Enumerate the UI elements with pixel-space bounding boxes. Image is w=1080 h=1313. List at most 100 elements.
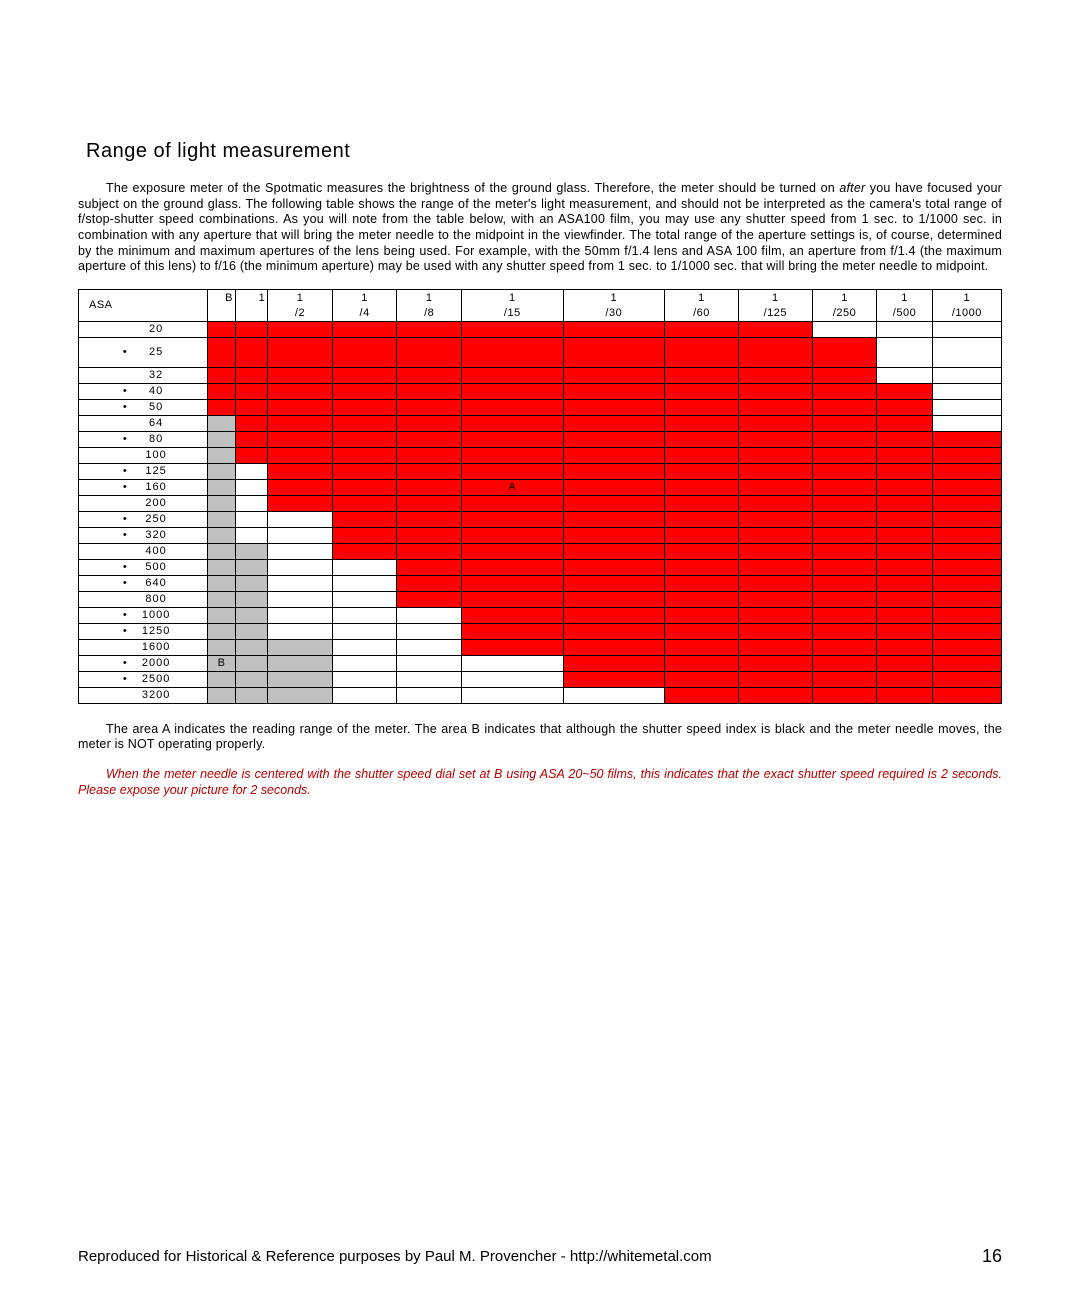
table-cell <box>563 511 665 527</box>
table-cell <box>563 575 665 591</box>
italic-note: When the meter needle is centered with t… <box>78 767 1002 798</box>
table-body: 20•2532•40•5064•80100•125•160A200•250•32… <box>79 321 1002 703</box>
table-row: 3200 <box>79 687 1002 703</box>
asa-value: 200 <box>136 497 176 509</box>
table-row: •50 <box>79 399 1002 415</box>
table-cell <box>268 447 333 463</box>
table-cell <box>563 447 665 463</box>
table-cell <box>563 431 665 447</box>
table-cell <box>268 367 333 383</box>
page-footer: Reproduced for Historical & Reference pu… <box>78 1246 1002 1267</box>
table-cell <box>738 527 812 543</box>
shutter-header-bottom: /30 <box>563 305 665 321</box>
shutter-header-top: B <box>208 289 236 305</box>
table-cell <box>208 463 236 479</box>
table-cell <box>208 415 236 431</box>
table-row: •40 <box>79 383 1002 399</box>
table-cell <box>208 479 236 495</box>
table-cell <box>208 639 236 655</box>
table-cell <box>932 687 1001 703</box>
table-cell <box>665 321 739 337</box>
table-cell <box>738 415 812 431</box>
table-row: 32 <box>79 367 1002 383</box>
table-cell <box>932 543 1001 559</box>
table-cell <box>738 367 812 383</box>
table-cell <box>235 447 267 463</box>
table-cell <box>812 495 877 511</box>
shutter-header-bottom: /250 <box>812 305 877 321</box>
table-cell <box>738 639 812 655</box>
table-cell <box>877 687 932 703</box>
table-cell <box>665 383 739 399</box>
bullet-icon: • <box>114 346 136 358</box>
shutter-header-bottom: /2 <box>268 305 333 321</box>
table-cell <box>665 447 739 463</box>
footer-credit: Reproduced for Historical & Reference pu… <box>78 1247 712 1267</box>
shutter-header-top: 1 <box>665 289 739 305</box>
table-cell <box>462 415 564 431</box>
table-cell <box>235 607 267 623</box>
table-cell <box>208 623 236 639</box>
table-cell <box>563 337 665 367</box>
table-cell <box>563 591 665 607</box>
table-cell <box>877 431 932 447</box>
table-cell <box>563 559 665 575</box>
bullet-icon: • <box>114 433 136 445</box>
section-heading: Range of light measurement <box>86 140 1002 163</box>
table-row: •160A <box>79 479 1002 495</box>
table-cell <box>462 527 564 543</box>
table-cell <box>665 671 739 687</box>
table-cell <box>462 321 564 337</box>
asa-value: 1250 <box>136 625 176 637</box>
bullet-icon: • <box>114 481 136 493</box>
table-cell <box>332 321 397 337</box>
table-cell <box>563 367 665 383</box>
table-cell <box>563 527 665 543</box>
table-cell <box>877 591 932 607</box>
table-cell <box>738 607 812 623</box>
asa-value: 2000 <box>136 657 176 669</box>
table-cell <box>563 479 665 495</box>
table-cell <box>268 575 333 591</box>
bullet-icon: • <box>114 577 136 589</box>
shutter-header-bottom: /8 <box>397 305 462 321</box>
table-cell <box>812 479 877 495</box>
table-row: •125 <box>79 463 1002 479</box>
table-cell <box>877 367 932 383</box>
table-cell <box>235 575 267 591</box>
table-cell <box>462 575 564 591</box>
table-cell <box>332 511 397 527</box>
asa-label-cell: •1000 <box>79 607 208 623</box>
asa-label-cell: •2000 <box>79 655 208 671</box>
table-cell <box>208 607 236 623</box>
table-cell <box>932 623 1001 639</box>
table-cell <box>812 399 877 415</box>
table-cell <box>462 463 564 479</box>
table-row: 200 <box>79 495 1002 511</box>
table-cell <box>235 399 267 415</box>
table-cell <box>738 575 812 591</box>
table-cell <box>563 671 665 687</box>
table-row: •1250 <box>79 623 1002 639</box>
asa-label-cell: 1600 <box>79 639 208 655</box>
table-cell <box>332 337 397 367</box>
table-cell <box>332 591 397 607</box>
table-cell <box>665 623 739 639</box>
table-cell <box>812 511 877 527</box>
table-cell <box>208 575 236 591</box>
table-cell <box>462 687 564 703</box>
table-cell <box>812 543 877 559</box>
asa-value: 400 <box>136 545 176 557</box>
shutter-header-top: 1 <box>563 289 665 305</box>
asa-label-cell: 32 <box>79 367 208 383</box>
table-cell <box>563 623 665 639</box>
asa-value: 640 <box>136 577 176 589</box>
asa-header: ASA <box>79 289 208 321</box>
table-cell <box>932 431 1001 447</box>
shutter-header-bottom: /125 <box>738 305 812 321</box>
table-cell <box>397 559 462 575</box>
intro-paragraph: The exposure meter of the Spotmatic meas… <box>78 181 1002 275</box>
table-cell <box>235 383 267 399</box>
table-cell <box>208 543 236 559</box>
table-cell <box>332 479 397 495</box>
